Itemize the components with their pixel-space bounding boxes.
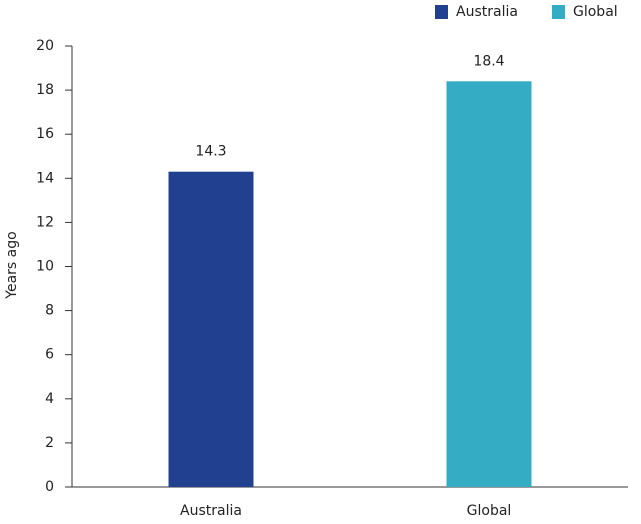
y-tick-label: 6 (45, 347, 54, 363)
y-tick-label: 14 (36, 170, 54, 186)
y-tick-label: 4 (45, 391, 54, 407)
legend-swatch (435, 5, 448, 19)
y-axis-label: Years ago (4, 231, 20, 299)
y-tick-label: 12 (36, 214, 54, 230)
y-tick-label: 18 (36, 82, 54, 98)
data-label: 14.3 (195, 144, 226, 160)
y-tick-label: 2 (45, 435, 54, 451)
legend-swatch (552, 5, 565, 19)
bar (168, 171, 254, 487)
data-label: 18.4 (473, 53, 504, 69)
legend-label: Global (573, 4, 618, 20)
y-tick-label: 10 (36, 259, 54, 275)
legend-label: Australia (456, 4, 518, 20)
bar (446, 81, 532, 487)
y-tick-label: 8 (45, 303, 54, 319)
y-tick-label: 20 (36, 38, 54, 54)
y-tick-label: 0 (45, 479, 54, 495)
x-tick-label: Australia (180, 503, 242, 519)
x-tick-label: Global (467, 503, 512, 519)
y-tick-label: 16 (36, 126, 54, 142)
